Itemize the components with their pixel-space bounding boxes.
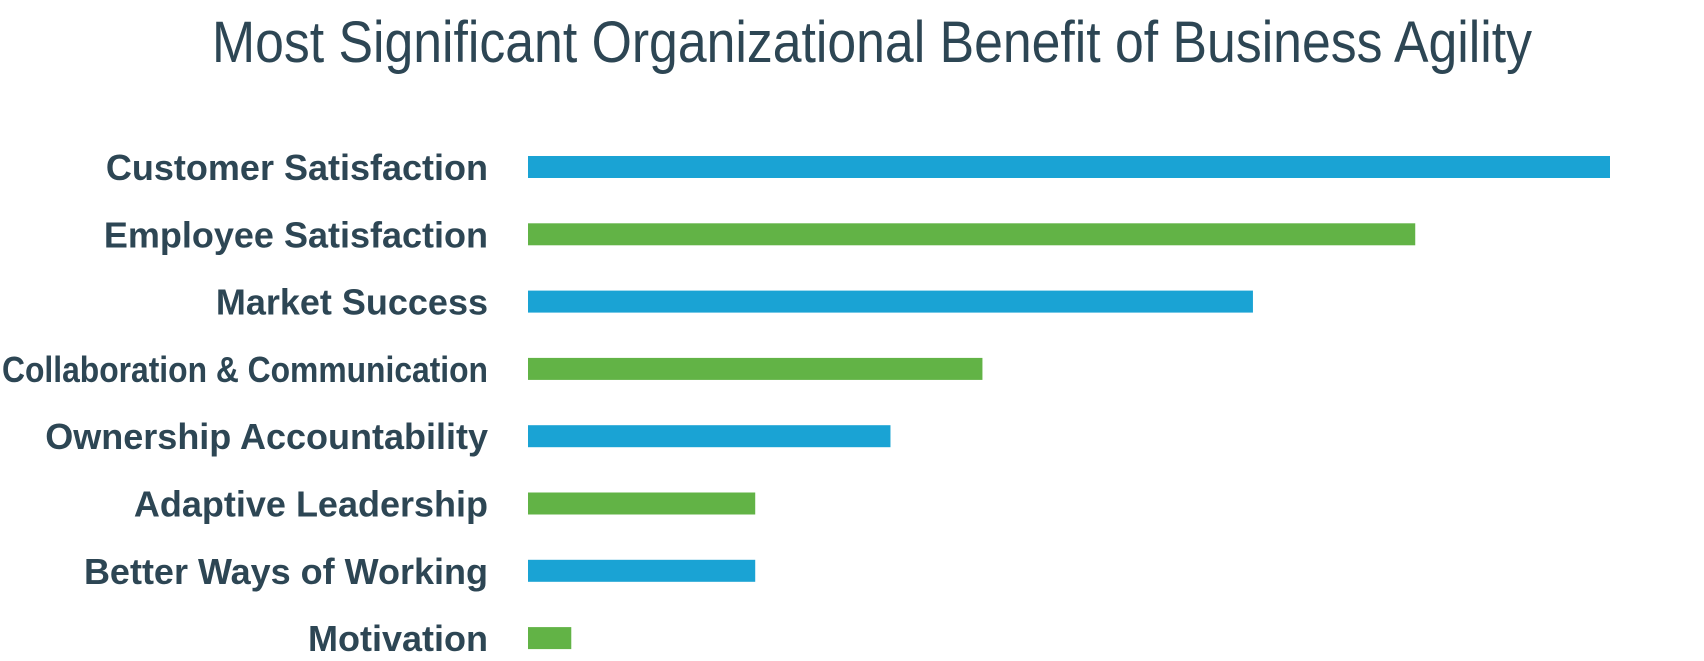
category-label-employee-satisfaction: Employee Satisfaction	[104, 214, 488, 255]
bar-better-ways-of-working	[528, 559, 756, 582]
bar-market-success	[528, 290, 1253, 313]
bar-customer-satisfaction	[528, 156, 1610, 178]
category-label-motivation: Motivation	[308, 618, 488, 659]
category-label-customer-satisfaction: Customer Satisfaction	[106, 147, 488, 188]
category-label-better-ways-of-working: Better Ways of Working	[84, 551, 488, 592]
bar-motivation	[528, 627, 572, 650]
bars	[528, 156, 1610, 650]
category-label-market-success: Market Success	[216, 282, 488, 323]
category-label-collaboration-and-communication: Collaboration & Communication	[2, 349, 488, 390]
category-label-adaptive-leadership: Adaptive Leadership	[134, 484, 488, 525]
bar-adaptive-leadership	[528, 492, 756, 515]
category-label-ownership-accountability: Ownership Accountability	[45, 416, 488, 457]
chart-title: Most Significant Organizational Benefit …	[212, 10, 1532, 75]
bar-employee-satisfaction	[528, 223, 1416, 246]
bar-ownership-accountability	[528, 425, 891, 448]
bar-collaboration-and-communication	[528, 357, 983, 380]
category-labels: Customer Satisfaction Employee Satisfacti…	[2, 147, 488, 659]
